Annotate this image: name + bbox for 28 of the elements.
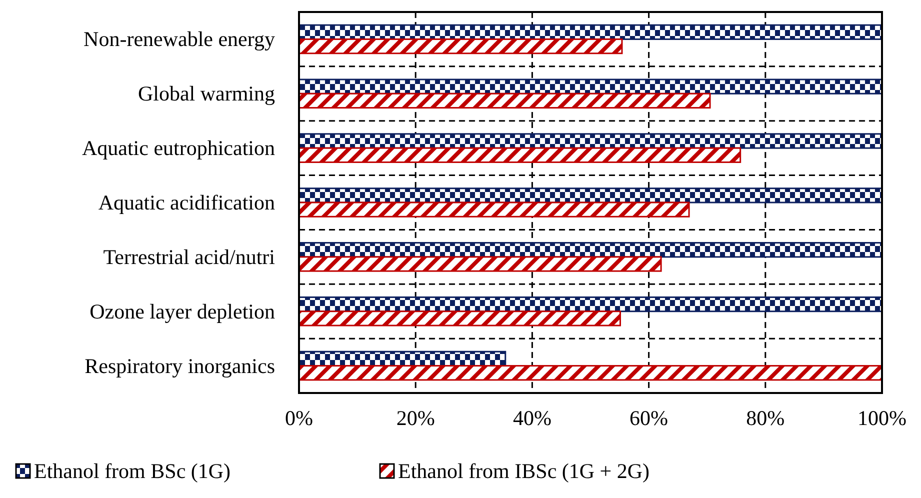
- bar: [298, 38, 623, 54]
- x-tick-label: 0%: [285, 406, 313, 430]
- bar: [298, 92, 711, 109]
- x-tick-label: 40%: [512, 406, 552, 430]
- bar: [298, 188, 883, 204]
- bar: [298, 78, 883, 94]
- x-tick-label: 80%: [746, 406, 785, 430]
- bar: [298, 147, 742, 163]
- legend-label: Ethanol from IBSc (1G + 2G): [398, 459, 650, 483]
- bar: [298, 310, 621, 326]
- y-tick-label: Aquatic eutrophication: [82, 136, 276, 160]
- y-tick-label: Non-renewable energy: [84, 27, 276, 52]
- bar: [298, 256, 662, 272]
- legend-label: Ethanol from BSc (1G): [34, 459, 231, 483]
- x-tick-label: 20%: [396, 406, 435, 430]
- y-tick-label: Ozone layer depletion: [90, 299, 276, 324]
- bar: [298, 202, 690, 218]
- bar: [298, 242, 883, 258]
- x-tick-label: 60%: [630, 406, 668, 430]
- y-tick-label: Terrestrial acid/nutri: [103, 244, 276, 269]
- y-tick-label: Respiratory inorganics: [84, 354, 275, 378]
- bar: [298, 296, 883, 312]
- y-tick-label: Global warming: [138, 82, 276, 106]
- y-tick-label: Aquatic acidification: [98, 190, 276, 214]
- bar: [298, 365, 883, 381]
- bar: [298, 24, 883, 40]
- bar: [298, 133, 883, 149]
- x-tick-label: 100%: [858, 406, 906, 430]
